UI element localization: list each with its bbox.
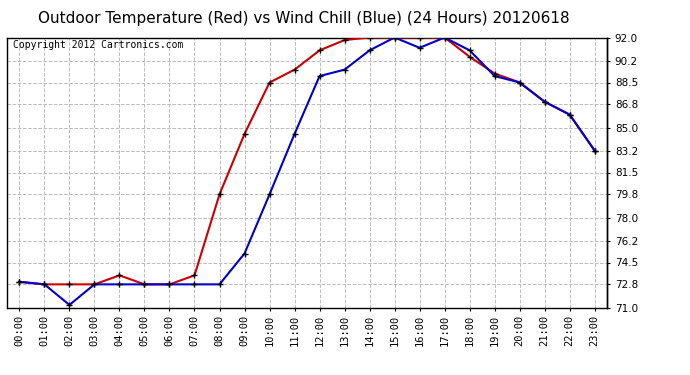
Text: Copyright 2012 Cartronics.com: Copyright 2012 Cartronics.com (13, 40, 184, 50)
Text: Outdoor Temperature (Red) vs Wind Chill (Blue) (24 Hours) 20120618: Outdoor Temperature (Red) vs Wind Chill … (38, 11, 569, 26)
